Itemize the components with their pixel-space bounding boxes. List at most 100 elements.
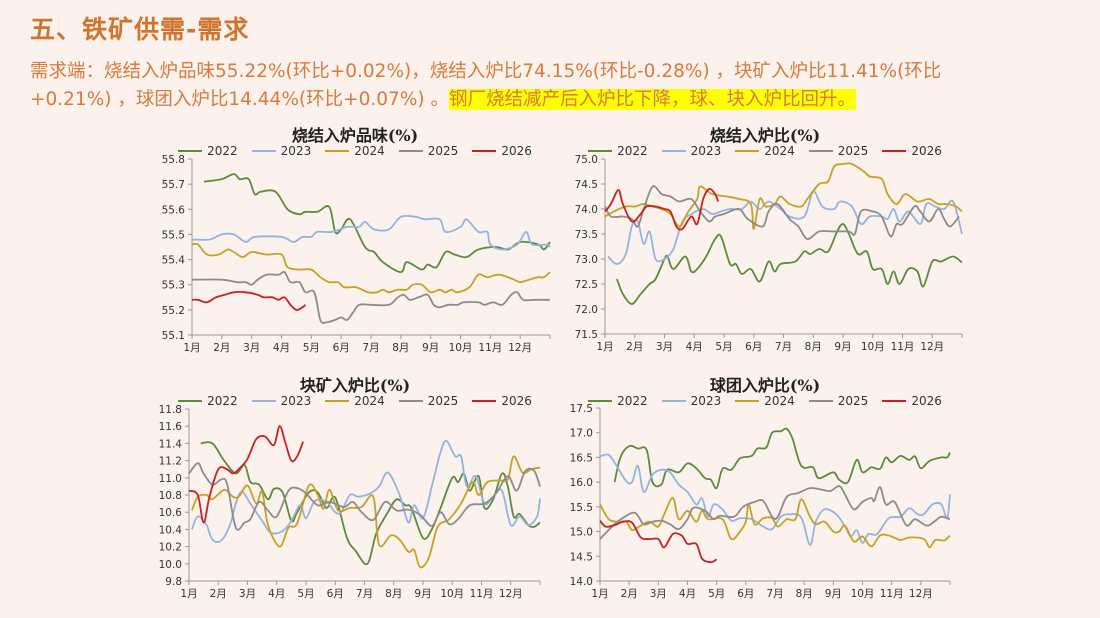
y-tick-label: 10.4 <box>159 524 183 536</box>
legend-label: 2024 <box>354 144 385 158</box>
legend-label: 2023 <box>280 394 312 408</box>
legend-item-2023: 2023 <box>661 144 721 158</box>
y-tick-label: 15.5 <box>570 502 593 514</box>
legend-swatch <box>808 400 833 402</box>
summary-highlight: 钢厂烧结减产后入炉比下降，球、块入炉比回升。 <box>449 89 857 110</box>
y-tick-label: 73.5 <box>575 229 598 241</box>
y-tick-label: 55.1 <box>162 330 185 342</box>
legend-swatch <box>325 150 350 152</box>
x-tick-label: 11月 <box>478 342 502 354</box>
y-tick-label: 15.0 <box>570 527 593 539</box>
x-tick-label: 1月 <box>183 342 200 354</box>
y-tick-label: 55.5 <box>162 229 185 241</box>
y-tick-label: 74.5 <box>575 179 598 191</box>
y-tick-label: 16.0 <box>570 477 593 489</box>
x-tick-label: 3月 <box>239 588 256 600</box>
chart-plot: 9.8 10.0 10.2 10.4 10.6 10.8 11.0 11.2 11.4 11.6 1… <box>159 404 541 600</box>
x-tick-label: 12月 <box>920 341 944 353</box>
chart-title: 球团入炉比(%) <box>709 376 821 395</box>
legend-label: 2022 <box>617 144 648 158</box>
x-tick-label: 8月 <box>385 588 402 600</box>
legend-item-2023: 2023 <box>661 394 721 408</box>
legend-swatch <box>808 150 833 152</box>
legend-swatch <box>588 400 613 402</box>
summary-line-1: 需求端：烧结入炉品味55.22%(环比+0.02%)，烧结入炉比74.15%(环… <box>30 61 942 82</box>
y-tick-label: 17.5 <box>570 403 593 415</box>
x-tick-label: 8月 <box>805 341 822 353</box>
legend-label: 2022 <box>207 144 238 158</box>
legend-label: 2022 <box>617 394 648 408</box>
legend-item-2023: 2023 <box>251 394 312 408</box>
series-line-2024 <box>191 242 551 294</box>
x-tick-label: 8月 <box>392 342 409 354</box>
chart-plot: 14.0 14.5 15.0 15.5 16.0 16.5 17.0 17.5 1月 2月 3月 4月… <box>570 403 951 600</box>
x-tick-label: 7月 <box>766 588 783 600</box>
legend-swatch <box>735 400 760 402</box>
x-tick-label: 6月 <box>327 588 344 600</box>
y-tick-label: 75.0 <box>575 154 598 166</box>
y-tick-label: 72.5 <box>575 279 598 291</box>
chart-title: 块矿入炉比(%) <box>299 376 411 395</box>
legend-item-2026: 2026 <box>882 394 942 408</box>
series-line-2023 <box>191 214 551 251</box>
legend-item-2024: 2024 <box>735 144 795 158</box>
y-tick-label: 17.0 <box>570 428 593 440</box>
series-line-2025 <box>191 270 550 324</box>
x-tick-label: 1月 <box>596 341 613 353</box>
legend-item-2026: 2026 <box>882 144 942 158</box>
legend-swatch <box>251 400 276 402</box>
series-line-2024 <box>604 162 963 230</box>
legend-item-2025: 2025 <box>398 144 458 158</box>
legend-item-2022: 2022 <box>588 394 648 408</box>
x-tick-label: 12月 <box>909 588 933 600</box>
y-tick-label: 55.6 <box>162 204 186 216</box>
legend-swatch <box>178 400 203 402</box>
chart-pellet-ratio: 球团入炉比(%) 2022 2023 2024 2025 2026 14.0 14.5 15.0… <box>560 370 970 610</box>
legend-label: 2026 <box>911 144 942 158</box>
x-tick-label: 1月 <box>180 588 197 600</box>
legend-swatch <box>882 150 907 152</box>
series-line-2025 <box>599 485 951 540</box>
x-tick-label: 9月 <box>422 342 439 354</box>
y-tick-label: 11.2 <box>159 456 182 468</box>
x-tick-label: 11月 <box>470 588 494 600</box>
y-tick-label: 74.0 <box>575 204 598 216</box>
x-tick-label: 2月 <box>626 341 643 353</box>
legend-swatch <box>325 400 350 402</box>
legend-swatch <box>735 150 760 152</box>
chart-legend: 2022 2023 2024 2025 2026 <box>150 394 560 408</box>
x-tick-label: 2月 <box>213 342 230 354</box>
legend-swatch <box>251 150 276 152</box>
x-tick-label: 4月 <box>686 341 703 353</box>
y-tick-label: 55.7 <box>162 179 185 191</box>
x-tick-label: 7月 <box>775 341 792 353</box>
legend-label: 2025 <box>837 144 869 158</box>
series-line-2023 <box>607 190 963 265</box>
legend-item-2022: 2022 <box>588 144 648 158</box>
legend-swatch <box>398 400 423 402</box>
x-tick-label: 5月 <box>708 588 725 600</box>
legend-item-2024: 2024 <box>325 144 385 158</box>
series-line-2026 <box>191 291 307 311</box>
y-tick-label: 55.8 <box>162 154 185 166</box>
chart-plot: 55.1 55.2 55.3 55.4 55.5 55.6 55.7 55.8 1月 2月 3月 4月… <box>162 154 551 354</box>
series-line-2022 <box>200 441 541 566</box>
summary-text: 需求端：烧结入炉品味55.22%(环比+0.02%)，烧结入炉比74.15%(环… <box>30 58 1040 114</box>
series-line-2025 <box>188 462 541 531</box>
legend-swatch <box>882 400 907 402</box>
x-tick-label: 4月 <box>273 342 290 354</box>
x-tick-label: 1月 <box>591 588 608 600</box>
y-tick-label: 14.0 <box>570 576 593 588</box>
x-tick-label: 5月 <box>715 341 732 353</box>
x-tick-label: 10月 <box>449 342 473 354</box>
legend-swatch <box>472 150 497 152</box>
y-tick-label: 10.8 <box>159 490 182 502</box>
series-line-2026 <box>188 425 304 524</box>
legend-item-2026: 2026 <box>472 394 532 408</box>
summary-line-2: +0.21%) ，球团入炉比14.44%(环比+0.07%) 。 <box>30 89 449 110</box>
series-line-2023 <box>599 453 951 546</box>
series-line-2022 <box>613 427 951 490</box>
x-tick-label: 2月 <box>621 588 638 600</box>
x-tick-label: 11月 <box>880 588 904 600</box>
legend-swatch <box>398 150 423 152</box>
